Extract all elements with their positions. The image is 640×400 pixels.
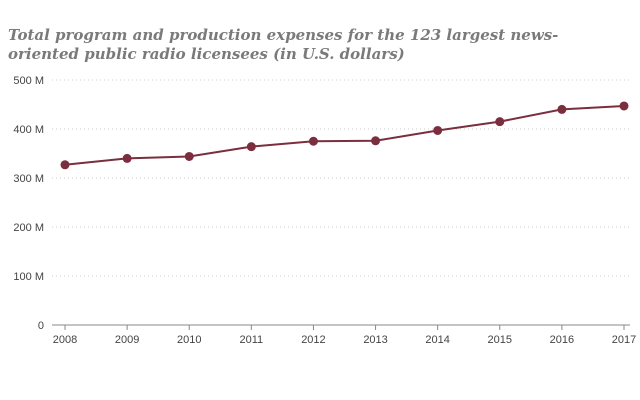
x-tick-label: 2013: [363, 334, 387, 346]
y-tick-label: 200 M: [13, 222, 44, 234]
y-tick-label: 0: [38, 320, 44, 332]
x-tick-label: 2012: [301, 334, 325, 346]
data-point-2011: [246, 142, 256, 152]
data-point-2016: [557, 104, 567, 114]
y-tick-label: 100 M: [13, 271, 44, 283]
gridlines: [52, 79, 630, 277]
x-axis-ticks: 2008 2009 2010 2011 2012 2013 2014 2015 2016 2017: [53, 325, 636, 346]
y-tick-label: 500 M: [13, 75, 44, 87]
data-point-2013: [371, 136, 381, 146]
x-tick-label: 2017: [612, 334, 636, 346]
y-tick-label: 400 M: [13, 124, 44, 136]
data-point-2008: [60, 160, 70, 170]
y-tick-label: 300 M: [13, 173, 44, 185]
data-point-2009: [122, 153, 132, 163]
x-tick-label: 2009: [115, 334, 139, 346]
x-tick-label: 2014: [425, 334, 449, 346]
series-line: [64, 104, 625, 166]
data-point-2012: [308, 136, 318, 146]
x-tick-label: 2015: [488, 334, 512, 346]
data-points: [60, 101, 629, 170]
x-tick-label: 2008: [53, 334, 77, 346]
data-point-2015: [495, 117, 505, 127]
x-tick-label: 2011: [240, 334, 264, 346]
y-axis-ticks: 0 100 M 200 M 300 M 400 M 500 M: [13, 75, 44, 332]
x-tick-label: 2016: [550, 334, 574, 346]
chart-title: Total program and production expenses fo…: [8, 26, 559, 63]
x-tick-label: 2010: [177, 334, 201, 346]
data-point-2017: [619, 101, 629, 111]
data-point-2010: [184, 151, 194, 161]
data-point-2014: [433, 125, 443, 135]
